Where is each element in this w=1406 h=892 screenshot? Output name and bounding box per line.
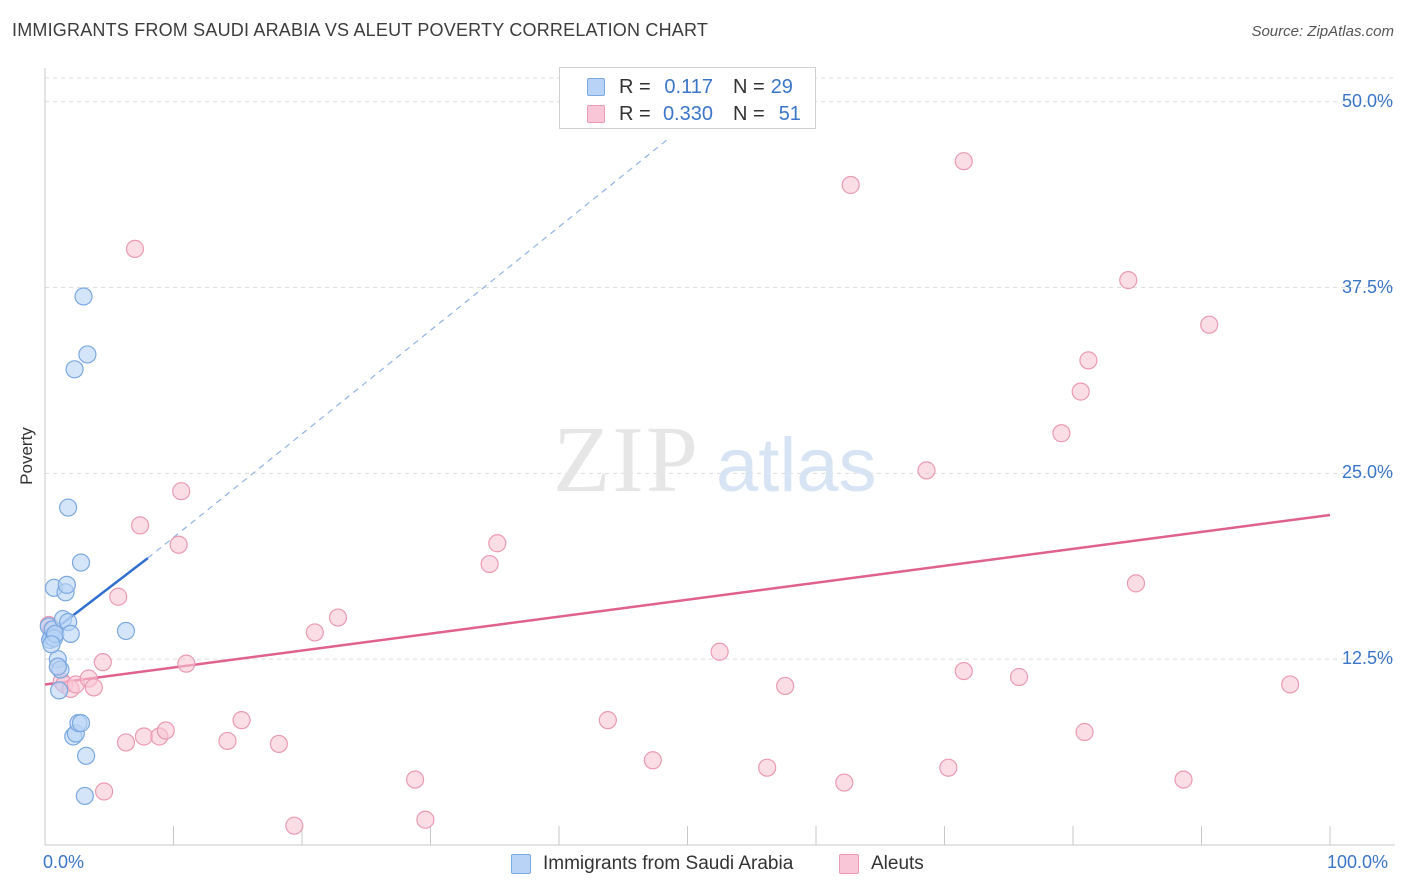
- point-aleuts: [835, 773, 854, 792]
- point-aleuts: [84, 678, 103, 697]
- n-label: N =: [733, 75, 765, 98]
- point-aleuts: [285, 816, 304, 835]
- point-aleuts: [218, 731, 237, 751]
- y-tick-label: 37.5%: [1341, 276, 1393, 297]
- legend-label: Immigrants from Saudi Arabia: [543, 853, 794, 874]
- point-aleuts: [598, 711, 617, 730]
- point-aleuts: [116, 733, 136, 752]
- r-value: 0.330: [662, 102, 713, 125]
- point-aleuts: [954, 661, 973, 681]
- point-aleuts: [643, 751, 662, 770]
- point-aleuts: [125, 239, 145, 258]
- point-aleuts: [232, 711, 251, 730]
- legend-item-aleuts: Aleuts: [839, 851, 924, 877]
- point-aleuts: [328, 608, 348, 627]
- point-aleuts: [305, 623, 324, 642]
- point-aleuts: [841, 175, 860, 195]
- point-aleuts: [939, 758, 958, 777]
- point-aleuts: [1281, 675, 1300, 694]
- point-saudi-arabia: [65, 360, 84, 379]
- grid-layer: [45, 77, 1395, 660]
- watermark-zip: ZIP: [553, 408, 700, 512]
- chart-title: IMMIGRANTS FROM SAUDI ARABIA VS ALEUT PO…: [12, 20, 709, 40]
- watermark-atlas: atlas: [716, 423, 877, 508]
- trend-line-saudi-arabia-extrapolated: [147, 138, 669, 559]
- point-aleuts: [710, 642, 729, 661]
- x-tick-label-min: 0.0%: [43, 852, 85, 872]
- point-aleuts: [1075, 722, 1094, 742]
- point-aleuts: [93, 653, 112, 672]
- point-saudi-arabia: [71, 553, 91, 572]
- n-value: 51: [778, 102, 801, 125]
- point-aleuts: [156, 721, 175, 740]
- legend-label: Aleuts: [871, 853, 924, 874]
- point-aleuts: [776, 676, 795, 696]
- point-saudi-arabia: [77, 746, 96, 765]
- point-aleuts: [954, 152, 973, 171]
- source-label: Source: ZipAtlas.com: [1251, 23, 1394, 40]
- point-aleuts: [1052, 424, 1071, 443]
- point-saudi-arabia: [48, 657, 67, 676]
- point-aleuts: [758, 758, 777, 777]
- point-aleuts: [172, 482, 191, 501]
- stats-row-saudi-arabia: R = 0.117 N = 29: [587, 74, 793, 100]
- n-label: N =: [733, 102, 765, 125]
- point-aleuts: [169, 535, 188, 554]
- stats-row-aleuts: R = 0.330 N = 51: [587, 101, 801, 127]
- point-saudi-arabia: [75, 786, 94, 806]
- r-label: R =: [619, 102, 651, 125]
- point-aleuts: [917, 461, 936, 480]
- point-aleuts: [130, 516, 150, 535]
- points-layer: [39, 152, 1300, 835]
- point-aleuts: [1119, 271, 1138, 290]
- point-aleuts: [1009, 667, 1029, 687]
- y-tick-label: 25.0%: [1341, 462, 1393, 483]
- point-aleuts: [1200, 315, 1219, 334]
- trend-line-aleuts: [44, 513, 1331, 686]
- point-saudi-arabia: [50, 681, 69, 700]
- point-saudi-arabia: [42, 635, 61, 654]
- legend-swatch-pink: [839, 854, 859, 874]
- point-saudi-arabia: [57, 575, 76, 594]
- legend-swatch-blue: [511, 854, 531, 874]
- point-aleuts: [1071, 382, 1090, 401]
- point-aleuts: [416, 810, 435, 829]
- point-saudi-arabia: [71, 714, 91, 733]
- r-label: R =: [619, 75, 651, 98]
- x-tick-label-max: 100.0%: [1327, 852, 1389, 872]
- r-value: 0.117: [664, 75, 713, 98]
- point-aleuts: [1079, 351, 1098, 370]
- y-tick-label: 12.5%: [1341, 648, 1393, 669]
- point-aleuts: [1174, 770, 1193, 789]
- point-aleuts: [488, 534, 507, 553]
- point-aleuts: [177, 654, 196, 673]
- point-saudi-arabia: [59, 498, 78, 517]
- point-aleuts: [480, 554, 499, 574]
- point-saudi-arabia: [78, 345, 97, 364]
- point-aleuts: [1126, 574, 1146, 593]
- watermark: ZIP atlas: [553, 408, 877, 512]
- n-value: 29: [770, 75, 793, 98]
- point-aleuts: [134, 727, 154, 746]
- point-aleuts: [405, 770, 425, 789]
- stats-legend: R = 0.117 N = 29 R = 0.330 N = 51: [559, 67, 816, 129]
- y-tick-label: 50.0%: [1341, 90, 1393, 111]
- point-aleuts: [95, 782, 114, 801]
- point-saudi-arabia: [116, 621, 136, 641]
- point-aleuts: [269, 734, 288, 754]
- point-aleuts: [109, 587, 128, 606]
- point-saudi-arabia: [74, 287, 93, 306]
- legend-swatch-blue: [587, 78, 605, 96]
- point-saudi-arabia: [61, 624, 80, 644]
- legend-item-saudi-arabia: Immigrants from Saudi Arabia: [511, 851, 793, 877]
- axis-layer: [44, 68, 1395, 846]
- legend-swatch-pink: [587, 105, 605, 123]
